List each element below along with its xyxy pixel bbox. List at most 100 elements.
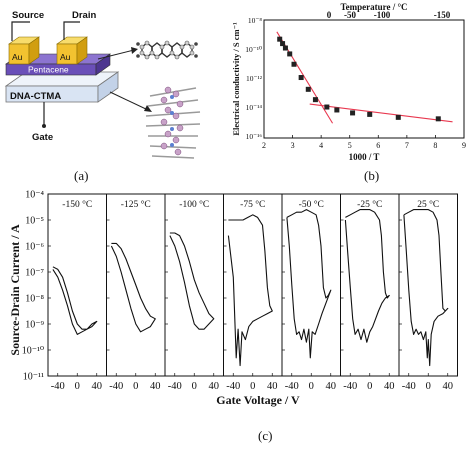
panel-c-xtick-label: -40 [285, 381, 299, 392]
gate-label: Gate [32, 132, 53, 143]
panel-a: DNA-CTMA Pentacene Au Au Source Drain Ga… [4, 10, 201, 183]
panel-c-xtick-label: 40 [209, 381, 220, 392]
panel-b-xtick-label: 8 [433, 141, 437, 150]
panel-b-data-point [280, 41, 286, 47]
panel-c-yticks: 10⁻⁴ 10⁻⁵ 10⁻⁶ 10⁻⁷ 10⁻⁸ 10⁻⁹ 10⁻¹⁰ 10⁻¹¹ [22, 190, 45, 383]
panel-c-transfer-curve [169, 232, 215, 330]
panel-b-xtick-label: 9 [462, 141, 466, 150]
panel-c-subplot-frame [340, 193, 400, 377]
panel-b-data-point [287, 51, 293, 57]
panel-c-series-label: -50 °C [299, 199, 324, 210]
panel-a-label: (a) [74, 168, 88, 183]
panel-c-transfer-curve [286, 209, 332, 359]
panel-b-data-point [298, 75, 304, 81]
panel-c-series-label: -75 °C [240, 199, 265, 210]
panel-c-subplots: -150 °C-40 0 40-125 °C-40 0 40-100 °C-40 0 40-… [47, 193, 458, 392]
panel-c-subplot-frame [164, 193, 224, 377]
panel-c-subplot: -100 °C -40 0 40 [164, 193, 224, 392]
panel-c-xtick-label: -40 [51, 381, 65, 392]
panel-c-label: (c) [258, 428, 272, 443]
panel-b-data-point [334, 107, 340, 113]
panel-c-subplot: -150 °C -40 0 40 [47, 193, 107, 392]
panel-c-subplot: -75 °C -40 0 40 [223, 193, 283, 392]
drain-au-label: Au [60, 52, 71, 62]
panel-b-xtick-label: 7 [405, 141, 409, 150]
panel-c-series-label: -150 °C [62, 199, 92, 210]
panel-c-xtick-label: 40 [267, 381, 278, 392]
panel-c-xtick-label: 40 [384, 381, 395, 392]
dielectric-label: DNA-CTMA [10, 91, 61, 102]
panel-c-xtick-label: 0 [133, 381, 138, 392]
panel-c-xtick-label: 0 [250, 381, 255, 392]
panel-c-ytick-label: 10⁻¹⁰ [22, 346, 44, 357]
panel-b-xtick-label: 4 [319, 141, 323, 150]
panel-c-xtick-label: -40 [402, 381, 416, 392]
panel-b-plot-area [276, 31, 453, 124]
panel-b-xtick-label: 3 [291, 141, 295, 150]
panel-b-xtick-label: 6 [376, 141, 380, 150]
panel-b-fit-line [276, 31, 334, 124]
panel-c-ylabel: Source-Drain Current / A [8, 224, 22, 356]
pentacene-molecule-icon [136, 40, 198, 60]
panel-c-ytick-label: 10⁻⁵ [25, 216, 44, 227]
panel-c-ytick-label: 10⁻⁶ [25, 242, 44, 253]
panel-b-label: (b) [364, 168, 379, 183]
panel-c-xtick-label: 40 [92, 381, 103, 392]
pentacene-label: Pentacene [28, 65, 69, 75]
arrow-head-dna [144, 105, 152, 112]
dielectric-side [97, 71, 119, 103]
panel-c-xtick-label: -40 [343, 381, 357, 392]
arrow-head-pentacene [131, 47, 138, 54]
panel-c-ytick-label: 10⁻⁸ [25, 294, 44, 305]
panel-b-top-tick-0: 0 [327, 10, 332, 20]
panel-c-subplot: -125 °C -40 0 40 [106, 193, 166, 392]
panel-c-subplot: -50 °C -40 0 40 [281, 193, 341, 392]
panel-c-series-label: 25 °C [417, 199, 439, 210]
panel-c-xtick-label: 0 [309, 381, 314, 392]
panel-c-subplot: 25 °C -40 0 40 [398, 193, 458, 392]
drain-electrode-side [76, 36, 88, 65]
panel-b-top-axis-title: Temperature / °C [340, 2, 407, 12]
panel-c-xtick-label: 0 [192, 381, 197, 392]
panel-c-xtick-label: 0 [426, 381, 431, 392]
source-electrode-side [28, 36, 40, 65]
panel-b-ytick-3: 10⁻¹⁴ [246, 103, 263, 112]
panel-b-data-point [350, 110, 356, 116]
panel-b-ylabel: Electrical conductivity / S cm⁻¹ [231, 22, 241, 136]
panel-b-ytick-4: 10⁻¹⁶ [246, 132, 263, 141]
panel-c-ytick-label: 10⁻⁴ [25, 190, 44, 201]
panel-c-subplot: -25 °C -40 0 40 [340, 193, 400, 392]
source-wire [11, 21, 30, 41]
arrow-to-pentacene [97, 49, 135, 60]
panel-b-top-tick-3: -150 [434, 10, 451, 20]
panel-c-ytick-label: 10⁻⁷ [25, 268, 44, 279]
panel-b-ytick-2: 10⁻¹² [246, 74, 263, 83]
source-au-label: Au [12, 52, 23, 62]
panel-c: 10⁻⁴ 10⁻⁵ 10⁻⁶ 10⁻⁷ 10⁻⁸ 10⁻⁹ 10⁻¹⁰ 10⁻¹¹ Sourc… [8, 190, 458, 443]
panel-c-transfer-curve [110, 242, 156, 333]
panel-b-xticks: 2 3 4 5 6 7 8 9 [262, 135, 466, 150]
panel-b-data-point [277, 36, 283, 42]
panel-b-data-point [395, 114, 401, 120]
panel-b-xlabel: 1000 / T [349, 152, 380, 162]
panel-b-data-point [367, 111, 373, 117]
panel-c-transfer-curve [227, 214, 273, 367]
panel-b-ytick-0: 10⁻⁸ [248, 16, 262, 25]
panel-b-fit-line [309, 103, 453, 123]
dna-ctma-complex-icon [145, 86, 201, 159]
panel-b-data-point [312, 97, 318, 103]
panel-b-top-tick-2: -100 [374, 10, 391, 20]
panel-c-xtick-label: -40 [109, 381, 123, 392]
panel-c-transfer-curve [403, 209, 449, 367]
panel-c-xtick-label: 40 [326, 381, 337, 392]
panel-c-ytick-label: 10⁻⁹ [25, 320, 44, 331]
panel-c-transfer-curve [52, 266, 98, 335]
panel-b-data-point [305, 86, 311, 92]
panel-b-data-point [324, 104, 330, 110]
panel-b-xtick-label: 2 [262, 141, 266, 150]
panel-b-data-point [291, 61, 297, 67]
panel-c-transfer-curve [344, 209, 390, 343]
drain-wire [63, 21, 80, 40]
panel-b-data-point [435, 116, 441, 122]
panel-b-top-tick-1: -50 [344, 10, 356, 20]
